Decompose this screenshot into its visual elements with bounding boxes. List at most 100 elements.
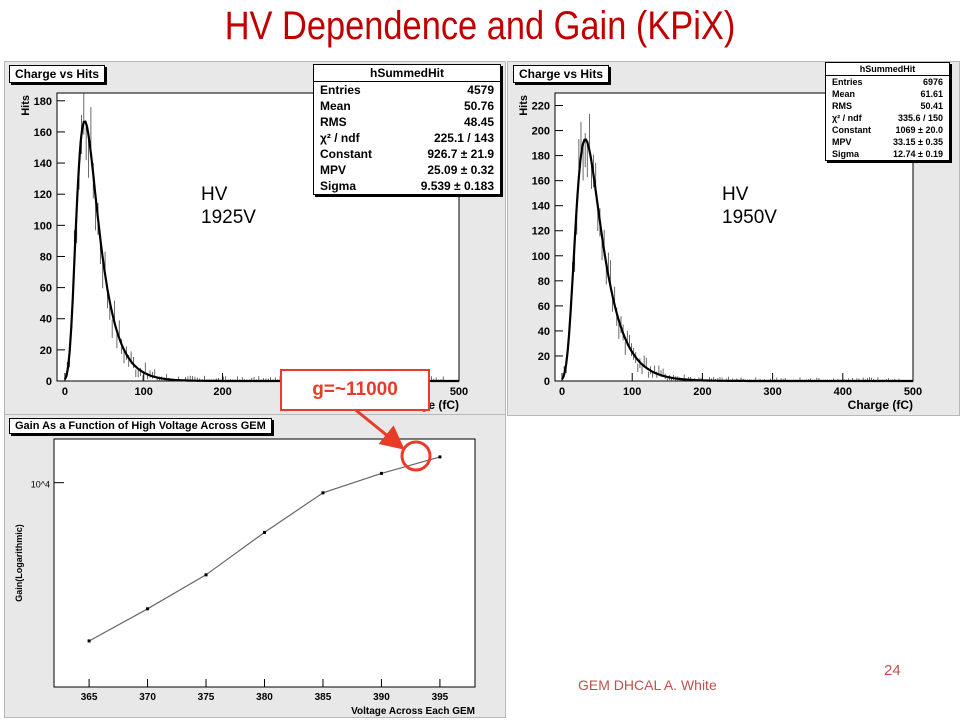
stats-label: MPV <box>320 163 347 177</box>
stats-row: RMS 48.45 <box>314 114 500 130</box>
stats-row: MPV 33.15 ± 0.35 <box>826 136 949 148</box>
gain-panel: Gain As a Function of High Voltage Acros… <box>4 414 506 718</box>
y-tick-label: 80 <box>538 276 550 288</box>
hv-value: 1925V <box>201 207 256 228</box>
hv-annotation: HV 1950V <box>722 183 777 229</box>
stats-row: Sigma 9.539 ± 0.183 <box>314 178 500 194</box>
stats-value: 61.61 <box>920 89 943 99</box>
data-point <box>87 639 91 643</box>
stats-value: 335.6 / 150 <box>897 113 943 123</box>
stats-row: Mean 50.76 <box>314 98 500 114</box>
y-axis-label: Hits <box>20 95 32 116</box>
x-tick-label: 390 <box>373 692 390 703</box>
hv-label: HV <box>201 184 228 205</box>
stats-value: 6976 <box>922 77 943 87</box>
y-tick-label: 60 <box>40 283 52 295</box>
data-point <box>438 455 442 459</box>
stats-label: Mean <box>832 89 856 99</box>
stats-row: χ² / ndf 225.1 / 143 <box>314 130 500 146</box>
stats-value: 225.1 / 143 <box>433 131 494 145</box>
hv-annotation: HV 1925V <box>201 183 256 229</box>
stats-label: Sigma <box>320 179 357 193</box>
data-point <box>379 471 383 475</box>
y-tick-label: 40 <box>40 314 52 326</box>
y-tick-label: 0 <box>544 376 550 388</box>
x-tick-label: 380 <box>256 692 273 703</box>
x-tick-label: 200 <box>213 386 231 398</box>
x-tick-label: 0 <box>559 386 565 398</box>
stats-value: 9.539 ± 0.183 <box>420 179 494 193</box>
x-tick-label: 200 <box>693 386 711 398</box>
stats-row: Constant 1069 ± 20.0 <box>826 124 949 136</box>
data-point <box>146 607 150 611</box>
y-tick-label: 20 <box>538 351 550 363</box>
y-tick-label: 100 <box>34 220 52 232</box>
stats-label: Mean <box>320 99 351 113</box>
stats-value: 50.76 <box>463 99 494 113</box>
y-tick-label: 0 <box>46 376 52 388</box>
x-tick-label: 400 <box>834 386 852 398</box>
x-axis-label: Voltage Across Each GEM <box>351 706 475 717</box>
x-tick-label: 365 <box>81 692 98 703</box>
data-point <box>204 573 208 577</box>
stats-row: Sigma 12.74 ± 0.19 <box>826 148 949 160</box>
y-tick-label: 20 <box>40 345 52 357</box>
stats-row: Constant 926.7 ± 21.9 <box>314 146 500 162</box>
gain-chart-title: Gain As a Function of High Voltage Acros… <box>9 418 272 434</box>
stats-value: 4579 <box>467 83 494 97</box>
y-tick-label: 160 <box>34 127 52 139</box>
stats-value: 1069 ± 20.0 <box>895 125 943 135</box>
plot-frame <box>53 438 476 688</box>
histogram-title: Charge vs Hits <box>513 65 610 83</box>
y-tick-label: 120 <box>34 189 52 201</box>
stats-value: 12.74 ± 0.19 <box>893 149 943 159</box>
stats-row: χ² / ndf 335.6 / 150 <box>826 112 949 124</box>
x-tick-label: 100 <box>135 386 153 398</box>
hv-label: HV <box>722 184 749 205</box>
stats-box: hSummedHit Entries 4579 Mean 50.76 RMS 48.45 χ²… <box>313 64 501 195</box>
y-tick-label: 60 <box>538 301 550 313</box>
stats-label: Constant <box>320 147 372 161</box>
stats-box: hSummedHit Entries 6976 Mean 61.61 RMS 50.41 χ²… <box>825 62 950 161</box>
stats-value: 926.7 ± 21.9 <box>427 147 494 161</box>
x-tick-label: 395 <box>432 692 449 703</box>
gain-callout-box: g=~11000 <box>280 369 430 411</box>
y-tick-label: 180 <box>532 151 550 163</box>
page-number: 24 <box>884 662 901 679</box>
x-tick-label: 300 <box>763 386 781 398</box>
hv-value: 1950V <box>722 207 777 228</box>
stats-label: MPV <box>832 137 852 147</box>
x-tick-label: 100 <box>623 386 641 398</box>
y-axis-label: Gain(Logarithmic) <box>14 524 24 602</box>
y-tick-label: 120 <box>532 226 550 238</box>
x-tick-label: 0 <box>62 386 68 398</box>
y-tick-label: 140 <box>34 158 52 170</box>
stats-value: 48.45 <box>463 115 494 129</box>
stats-value: 33.15 ± 0.35 <box>893 137 943 147</box>
histogram-panel-1925v: Charge vs Hits 0 20 40 60 80 100 120 140 160 180 0… <box>4 61 506 416</box>
y-axis-label: Hits <box>518 95 530 116</box>
y-tick-label: 180 <box>34 96 52 108</box>
y-tick-label: 200 <box>532 126 550 138</box>
y-tick-label: 140 <box>532 201 550 213</box>
stats-row: Entries 4579 <box>314 82 500 98</box>
stats-row: MPV 25.09 ± 0.32 <box>314 162 500 178</box>
slide-title: HV Dependence and Gain (KPiX) <box>224 4 736 48</box>
x-tick-label: 375 <box>198 692 215 703</box>
stats-label: Sigma <box>832 149 860 159</box>
y-tick-label: 160 <box>532 176 550 188</box>
stats-label: RMS <box>832 101 852 111</box>
stats-label: Entries <box>320 83 361 97</box>
y-tick-label: 100 <box>532 251 550 263</box>
data-point <box>321 491 325 495</box>
stats-row: Entries 6976 <box>826 76 949 88</box>
data-point <box>263 530 266 534</box>
stats-label: Entries <box>832 77 863 87</box>
stats-value: 25.09 ± 0.32 <box>427 163 494 177</box>
y-tick-label: 220 <box>532 101 550 113</box>
fit-curve <box>561 138 913 383</box>
stats-value: 50.41 <box>920 101 943 111</box>
stats-label: Constant <box>832 125 871 135</box>
y-tick-label: 40 <box>538 326 550 338</box>
x-tick-label: 385 <box>315 692 332 703</box>
